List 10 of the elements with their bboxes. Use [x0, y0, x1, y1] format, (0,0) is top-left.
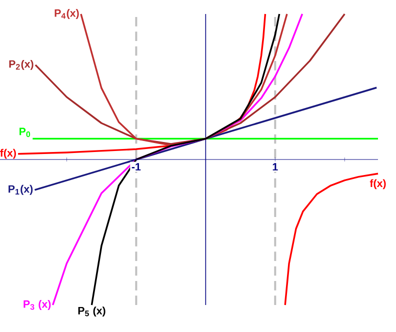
- series-label: f(x): [0, 148, 16, 159]
- series-label: P$_{0}$: [20, 128, 30, 138]
- series-label: P$_{3}$ (x): [24, 300, 51, 310]
- series-label: P$_{5}$ (x): [78, 306, 106, 317]
- series-label: P$_{4}$(x): [54, 9, 79, 19]
- text: f(x): [370, 179, 386, 190]
- series-label: P$_{2}$(x): [9, 60, 34, 70]
- series-label: P$_{1}$(x): [8, 184, 33, 195]
- x-tick-label: -1: [132, 163, 141, 170]
- x-tick-label: 1: [272, 163, 278, 170]
